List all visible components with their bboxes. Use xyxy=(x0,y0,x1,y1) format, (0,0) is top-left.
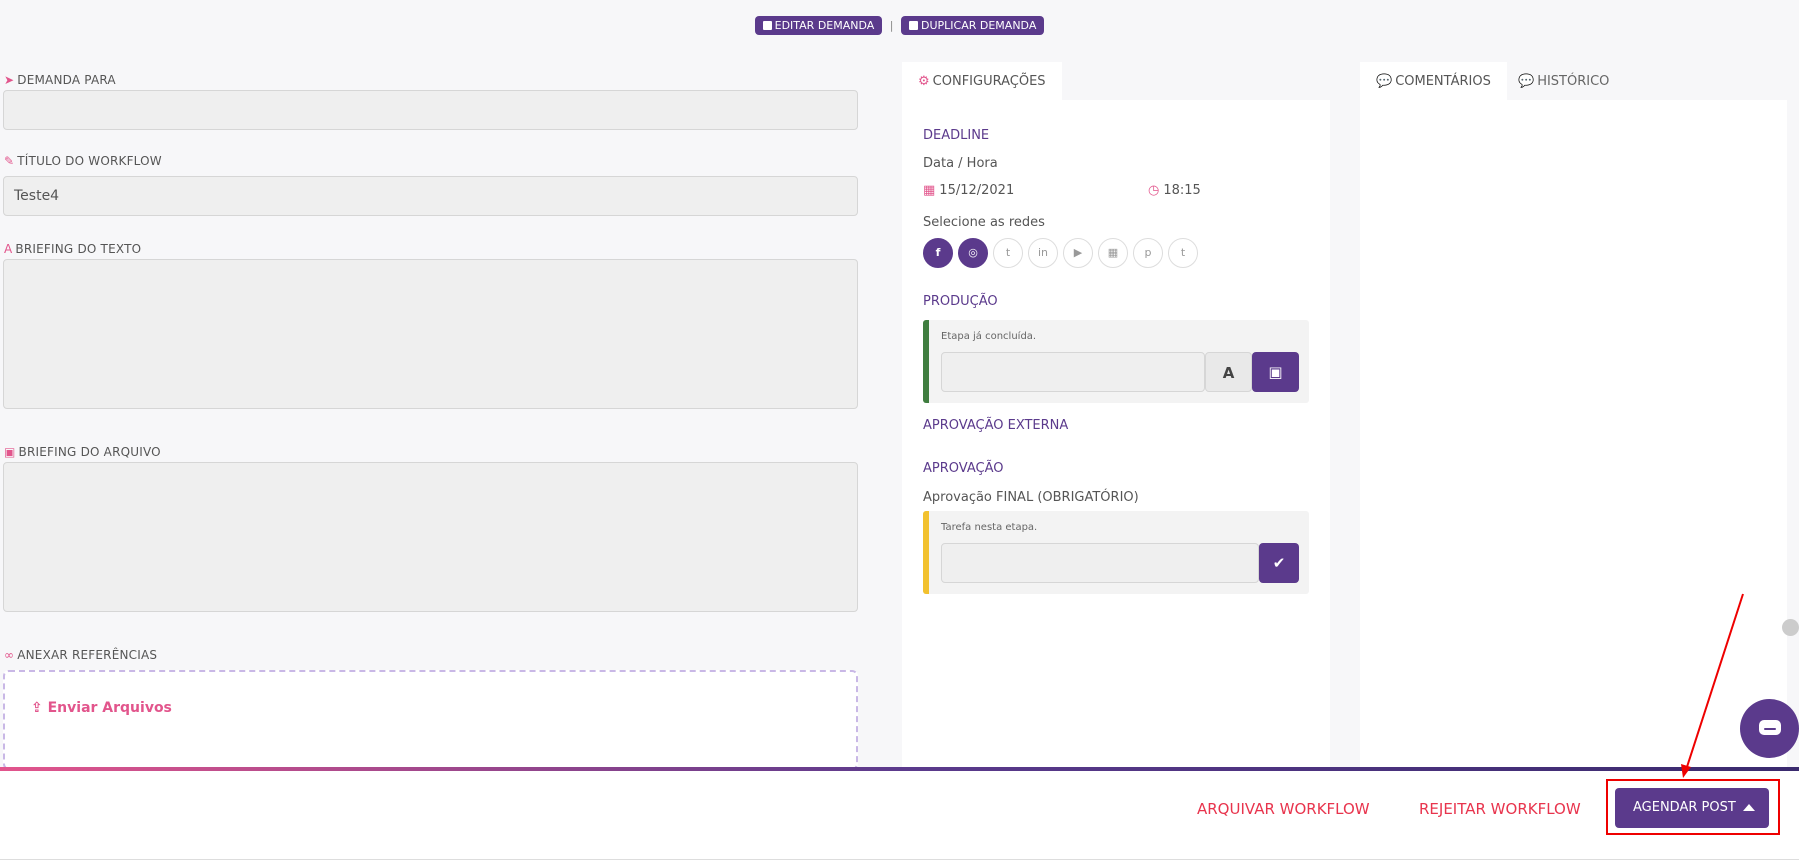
youtube-toggle[interactable]: ▶ xyxy=(1063,238,1093,268)
check-icon: ✔ xyxy=(1272,554,1286,572)
comments-icon: 💬 xyxy=(1376,74,1393,89)
annotation-highlight-box xyxy=(1606,779,1780,835)
archive-workflow-button[interactable]: ARQUIVAR WORKFLOW xyxy=(1197,800,1370,818)
duplicate-demand-button[interactable]: DUPLICAR DEMANDA xyxy=(901,16,1045,35)
clock-icon: ◷ xyxy=(1148,183,1160,198)
calendar-icon: ▦ xyxy=(923,183,936,198)
comments-panel xyxy=(1360,100,1787,770)
instagram-icon: ◎ xyxy=(968,246,978,259)
tab-history[interactable]: 💬 HISTÓRICO xyxy=(1502,62,1625,102)
final-approval-label: Aprovação FINAL (OBRIGATÓRIO) xyxy=(923,490,1139,505)
approval-stage: Tarefa nesta etapa. ✔ xyxy=(923,511,1309,594)
production-heading: PRODUÇÃO xyxy=(923,294,998,309)
pinterest-icon: p xyxy=(1144,246,1152,259)
gear-icon: ⚙ xyxy=(918,74,930,89)
text-briefing-text: BRIEFING DO TEXTO xyxy=(15,242,142,256)
time-field[interactable]: ◷ 18:15 xyxy=(1148,183,1201,198)
tab-history-label: HISTÓRICO xyxy=(1537,74,1610,89)
text-briefing-label: A BRIEFING DO TEXTO xyxy=(4,242,141,256)
upload-files-button[interactable]: ⇪ Enviar Arquivos xyxy=(31,700,172,716)
approval-note: Tarefa nesta etapa. xyxy=(941,522,1038,533)
edit-square-icon: ✎ xyxy=(4,154,15,168)
caret-up-icon xyxy=(1743,804,1755,811)
attach-references-text: ANEXAR REFERÊNCIAS xyxy=(17,648,158,662)
approval-heading: APROVAÇÃO xyxy=(923,461,1004,476)
schedule-post-button[interactable]: AGENDAR POST xyxy=(1615,788,1769,828)
networks-label: Selecione as redes xyxy=(923,215,1045,230)
image-icon: ▣ xyxy=(4,445,16,459)
datetime-label: Data / Hora xyxy=(923,156,998,171)
chat-icon xyxy=(1759,720,1781,735)
production-stage: Etapa já concluída. A ▣ xyxy=(923,320,1309,403)
schedule-post-label: AGENDAR POST xyxy=(1633,800,1736,815)
facebook-icon: f xyxy=(935,246,941,259)
pinterest-toggle[interactable]: p xyxy=(1133,238,1163,268)
twitter-toggle[interactable]: t xyxy=(993,238,1023,268)
history-icon: 💬 xyxy=(1518,74,1535,89)
file-briefing-text: BRIEFING DO ARQUIVO xyxy=(18,445,161,459)
duplicate-demand-label: DUPLICAR DEMANDA xyxy=(921,19,1037,32)
side-scroll-handle[interactable] xyxy=(1782,619,1799,636)
file-briefing-textarea[interactable] xyxy=(3,462,858,612)
separator: | xyxy=(889,19,894,32)
linkedin-icon: in xyxy=(1037,246,1049,259)
footer-bar: ARQUIVAR WORKFLOW REJEITAR WORKFLOW AGEN… xyxy=(0,771,1799,860)
text-format-button[interactable]: A xyxy=(1205,352,1252,392)
workflow-title-input[interactable]: Teste4 xyxy=(3,176,858,216)
copy-icon xyxy=(909,21,919,30)
upload-icon: ⇪ xyxy=(31,700,48,716)
upload-files-label: Enviar Arquivos xyxy=(47,700,172,716)
demand-for-label: ➤ DEMANDA PARA xyxy=(4,73,116,87)
linkedin-toggle[interactable]: in xyxy=(1028,238,1058,268)
production-note: Etapa já concluída. xyxy=(941,331,1037,342)
demand-for-input[interactable] xyxy=(3,90,858,130)
edit-demand-button[interactable]: EDITAR DEMANDA xyxy=(754,16,883,35)
reject-workflow-button[interactable]: REJEITAR WORKFLOW xyxy=(1419,800,1581,818)
date-value: 15/12/2021 xyxy=(939,183,1015,198)
tab-configurations-label: CONFIGURAÇÕES xyxy=(932,74,1046,89)
upload-dropzone[interactable]: ⇪ Enviar Arquivos xyxy=(3,670,858,770)
production-input[interactable] xyxy=(941,352,1205,392)
chat-widget-button[interactable] xyxy=(1740,699,1799,758)
edit-demand-label: EDITAR DEMANDA xyxy=(774,19,875,32)
production-status-bar xyxy=(923,320,929,403)
workflow-title-text: TÍTULO DO WORKFLOW xyxy=(17,154,162,168)
text-format-label: A xyxy=(1222,364,1235,382)
date-field[interactable]: ▦ 15/12/2021 xyxy=(923,183,1014,198)
tumblr-toggle[interactable]: t xyxy=(1168,238,1198,268)
deadline-heading: DEADLINE xyxy=(923,128,990,143)
top-actions: EDITAR DEMANDA | DUPLICAR DEMANDA xyxy=(0,16,1799,35)
attach-references-label: ∞ ANEXAR REFERÊNCIAS xyxy=(4,648,157,662)
facebook-toggle[interactable]: f xyxy=(923,238,953,268)
google-my-business-icon: ▦ xyxy=(1107,246,1119,259)
file-briefing-label: ▣ BRIEFING DO ARQUIVO xyxy=(4,445,161,459)
configurations-panel xyxy=(902,100,1330,770)
approve-button[interactable]: ✔ xyxy=(1259,543,1299,583)
footer-gradient-divider xyxy=(0,767,1799,771)
approval-input[interactable] xyxy=(941,543,1259,583)
edit-icon xyxy=(762,21,772,30)
external-approval-heading: APROVAÇÃO EXTERNA xyxy=(923,418,1069,433)
demand-for-text: DEMANDA PARA xyxy=(17,73,116,87)
tab-configurations[interactable]: ⚙ CONFIGURAÇÕES xyxy=(902,62,1062,102)
twitter-icon: t xyxy=(1005,246,1011,259)
google-my-business-toggle[interactable]: ▦ xyxy=(1098,238,1128,268)
text-briefing-textarea[interactable] xyxy=(3,259,858,409)
tab-comments-label: COMENTÁRIOS xyxy=(1395,74,1491,89)
instagram-toggle[interactable]: ◎ xyxy=(958,238,988,268)
workflow-title-label: ✎ TÍTULO DO WORKFLOW xyxy=(4,154,162,168)
font-icon: A xyxy=(4,242,13,256)
paper-plane-icon: ➤ xyxy=(4,73,15,87)
approval-status-bar xyxy=(923,511,929,594)
tumblr-icon: t xyxy=(1180,246,1186,259)
tab-comments[interactable]: 💬 COMENTÁRIOS xyxy=(1360,62,1507,102)
youtube-icon: ▶ xyxy=(1073,246,1083,259)
time-value: 18:15 xyxy=(1163,183,1201,198)
image-upload-button[interactable]: ▣ xyxy=(1252,352,1299,392)
image-icon: ▣ xyxy=(1268,363,1283,381)
link-icon: ∞ xyxy=(4,648,15,662)
